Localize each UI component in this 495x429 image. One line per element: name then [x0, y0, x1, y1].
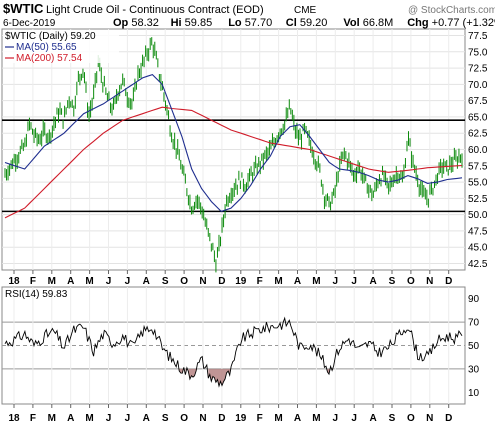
rsi-x-tick: J: [125, 413, 131, 424]
watermark: @ StockCharts.com: [408, 5, 495, 16]
price-panel: 42.5 45.0 47.5 50.0 52.5 55.0 57.5 60.0 62.5 65.0…: [1, 28, 488, 273]
price-x-tick: A: [294, 276, 301, 287]
rsi-y-tick: 90: [468, 294, 480, 305]
price-y-tick: 65.0: [468, 112, 488, 123]
rsi-x-tick: N: [199, 413, 206, 424]
quote-stat: Vol 66.8M: [343, 17, 393, 29]
price-x-tick: M: [85, 276, 93, 287]
legend-price: $WTIC (Daily) 59.20: [5, 31, 96, 42]
ma50-line: [4, 73, 463, 213]
price-x-tick: D: [445, 276, 452, 287]
legend-ma50: MA(50) 55.65: [16, 42, 77, 53]
rsi-x-tick: M: [312, 413, 320, 424]
rsi-x-tick: M: [85, 413, 93, 424]
price-y-tick: 47.5: [468, 226, 488, 237]
rsi-x-tick: J: [333, 413, 339, 424]
rsi-x-tick: D: [445, 413, 452, 424]
rsi-x-tick: M: [48, 413, 56, 424]
price-y-tick: 72.5: [468, 64, 488, 75]
rsi-x-tick: A: [294, 413, 301, 424]
rsi-x-tick: A: [67, 413, 74, 424]
legend-ma200: MA(200) 57.54: [16, 53, 83, 64]
price-x-tick: M: [312, 276, 320, 287]
price-x-tick: F: [257, 276, 263, 287]
price-x-axis: 18 F M A M J J A S O N D 19 F M A M J J A S O N D: [8, 270, 452, 287]
price-x-tick: S: [389, 276, 396, 287]
rsi-gridlines: [2, 287, 465, 404]
rsi-x-tick: F: [30, 413, 36, 424]
price-x-tick: M: [274, 276, 282, 287]
ticker-symbol: $WTIC: [3, 1, 44, 16]
rsi-x-tick: F: [257, 413, 263, 424]
price-y-tick: 75.0: [468, 47, 488, 58]
quote-date: 6-Dec-2019: [3, 18, 56, 29]
rsi-panel: 10 30 50 70 90 RSI(14) 59.83: [1, 286, 480, 405]
rsi-x-tick: O: [407, 413, 415, 424]
rsi-x-tick: A: [369, 413, 376, 424]
price-x-tick: J: [333, 276, 339, 287]
quote-stats: Op 58.32 Hi 59.85 Lo 57.70 Cl 59.20 Vol 66.8…: [113, 17, 495, 29]
rsi-x-tick: D: [218, 413, 225, 424]
rsi-x-tick: J: [106, 413, 112, 424]
price-y-tick: 55.0: [468, 178, 488, 189]
rsi-y-tick: 10: [468, 388, 480, 399]
price-x-tick: J: [351, 276, 357, 287]
price-x-tick: N: [426, 276, 433, 287]
rsi-label: RSI(14) 59.83: [5, 289, 68, 300]
rsi-x-axis: 18 F M A M J J A S O N D 19 F M A M J J A S O N D: [8, 404, 452, 424]
rsi-x-tick: S: [389, 413, 396, 424]
price-x-tick: O: [180, 276, 188, 287]
rsi-x-tick: 18: [8, 413, 20, 424]
price-bars: [4, 37, 463, 273]
rsi-line: [4, 316, 463, 388]
rsi-y-axis: 10 30 50 70 90: [468, 294, 480, 399]
price-x-tick: N: [199, 276, 206, 287]
price-x-tick: F: [30, 276, 36, 287]
exchange-label: CME: [294, 5, 317, 16]
ma200-line: [4, 106, 463, 219]
rsi-x-tick: N: [426, 413, 433, 424]
rsi-x-tick: J: [351, 413, 357, 424]
price-y-axis: 42.5 45.0 47.5 50.0 52.5 55.0 57.5 60.0 62.5 65.0…: [468, 31, 488, 270]
rsi-x-tick: A: [143, 413, 150, 424]
quote-stat: Cl 59.20: [286, 17, 328, 29]
price-x-tick: J: [125, 276, 131, 287]
rsi-x-tick: M: [274, 413, 282, 424]
rsi-y-tick: 70: [468, 318, 480, 329]
price-y-tick: 70.0: [468, 80, 488, 91]
price-x-tick: 18: [8, 276, 20, 287]
rsi-x-tick: 19: [235, 413, 247, 424]
price-y-tick: 62.5: [468, 129, 488, 140]
price-x-tick: M: [48, 276, 56, 287]
price-x-tick: D: [218, 276, 225, 287]
instrument-name: Light Crude Oil - Continuous Contract (E…: [46, 4, 264, 16]
quote-stat: Hi 59.85: [171, 17, 213, 29]
quote-stat: Lo 57.70: [228, 17, 272, 29]
price-y-tick: 57.5: [468, 161, 488, 172]
quote-stat: Op 58.32: [113, 17, 159, 29]
price-y-tick: 60.0: [468, 145, 488, 156]
price-y-tick: 45.0: [468, 243, 488, 254]
price-y-tick: 77.5: [468, 31, 488, 42]
legend-box: [3, 30, 119, 63]
rsi-y-tick: 30: [468, 364, 480, 375]
price-x-tick: J: [106, 276, 112, 287]
price-x-tick: S: [162, 276, 169, 287]
price-x-tick: A: [369, 276, 376, 287]
rsi-y-tick: 50: [468, 341, 480, 352]
price-x-tick: A: [143, 276, 150, 287]
price-horizontal-lines: [2, 119, 465, 213]
price-x-tick: 19: [235, 276, 247, 287]
quote-stat: Chg +0.77 (+1.32%): [407, 17, 495, 29]
rsi-x-tick: S: [162, 413, 169, 424]
price-y-tick: 42.5: [468, 259, 488, 270]
rsi-oversold-fill: [179, 368, 334, 387]
price-y-tick: 52.5: [468, 194, 488, 205]
rsi-x-tick: O: [180, 413, 188, 424]
price-y-tick: 67.5: [468, 96, 488, 107]
price-x-tick: A: [67, 276, 74, 287]
price-y-tick: 50.0: [468, 210, 488, 221]
price-x-tick: O: [407, 276, 415, 287]
